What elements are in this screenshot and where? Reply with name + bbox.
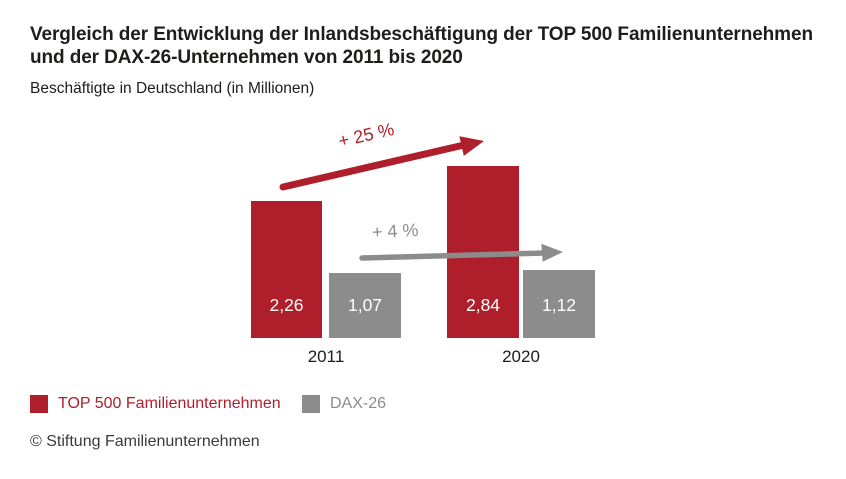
copyright-notice: © Stiftung Familienunternehmen [30, 433, 260, 450]
legend-label-familienunternehmen: TOP 500 Familienunternehmen [58, 395, 281, 412]
bar-dax26-2011: 1,07 [329, 273, 401, 338]
bar-familienunternehmen-2011: 2,26 [251, 201, 322, 338]
legend-swatch-red [30, 395, 48, 413]
bar-value-label: 2,84 [465, 295, 501, 315]
x-axis-label-2020: 2020 [502, 347, 540, 366]
chart-title-line-2: und der DAX-26-Unternehmen von 2011 bis … [30, 46, 463, 68]
bar-plot-area: 2,26 1,07 2,84 1,12 [251, 166, 595, 338]
legend-item-familienunternehmen: TOP 500 Familienunternehmen [30, 395, 281, 413]
bar-value-label: 1,12 [541, 295, 577, 315]
growth-annotation-dax26: + 4 % [371, 219, 419, 243]
legend-swatch-gray [302, 395, 320, 413]
bar-value-label: 2,26 [269, 295, 304, 315]
chart-title: Vergleich der Entwicklung der Inlandsbes… [30, 24, 813, 69]
legend-item-dax26: DAX-26 [302, 395, 386, 413]
chart-title-line-1: Vergleich der Entwicklung der Inlandsbes… [30, 24, 813, 45]
chart-subtitle: Beschäftigte in Deutschland (in Millione… [30, 80, 315, 97]
bar-familienunternehmen-2020: 2,84 [447, 166, 519, 338]
bar-dax26-2020: 1,12 [523, 270, 595, 338]
x-axis-label-2011: 2011 [307, 347, 345, 366]
bar-value-label: 1,07 [347, 295, 383, 315]
legend-label-dax26: DAX-26 [330, 395, 387, 412]
